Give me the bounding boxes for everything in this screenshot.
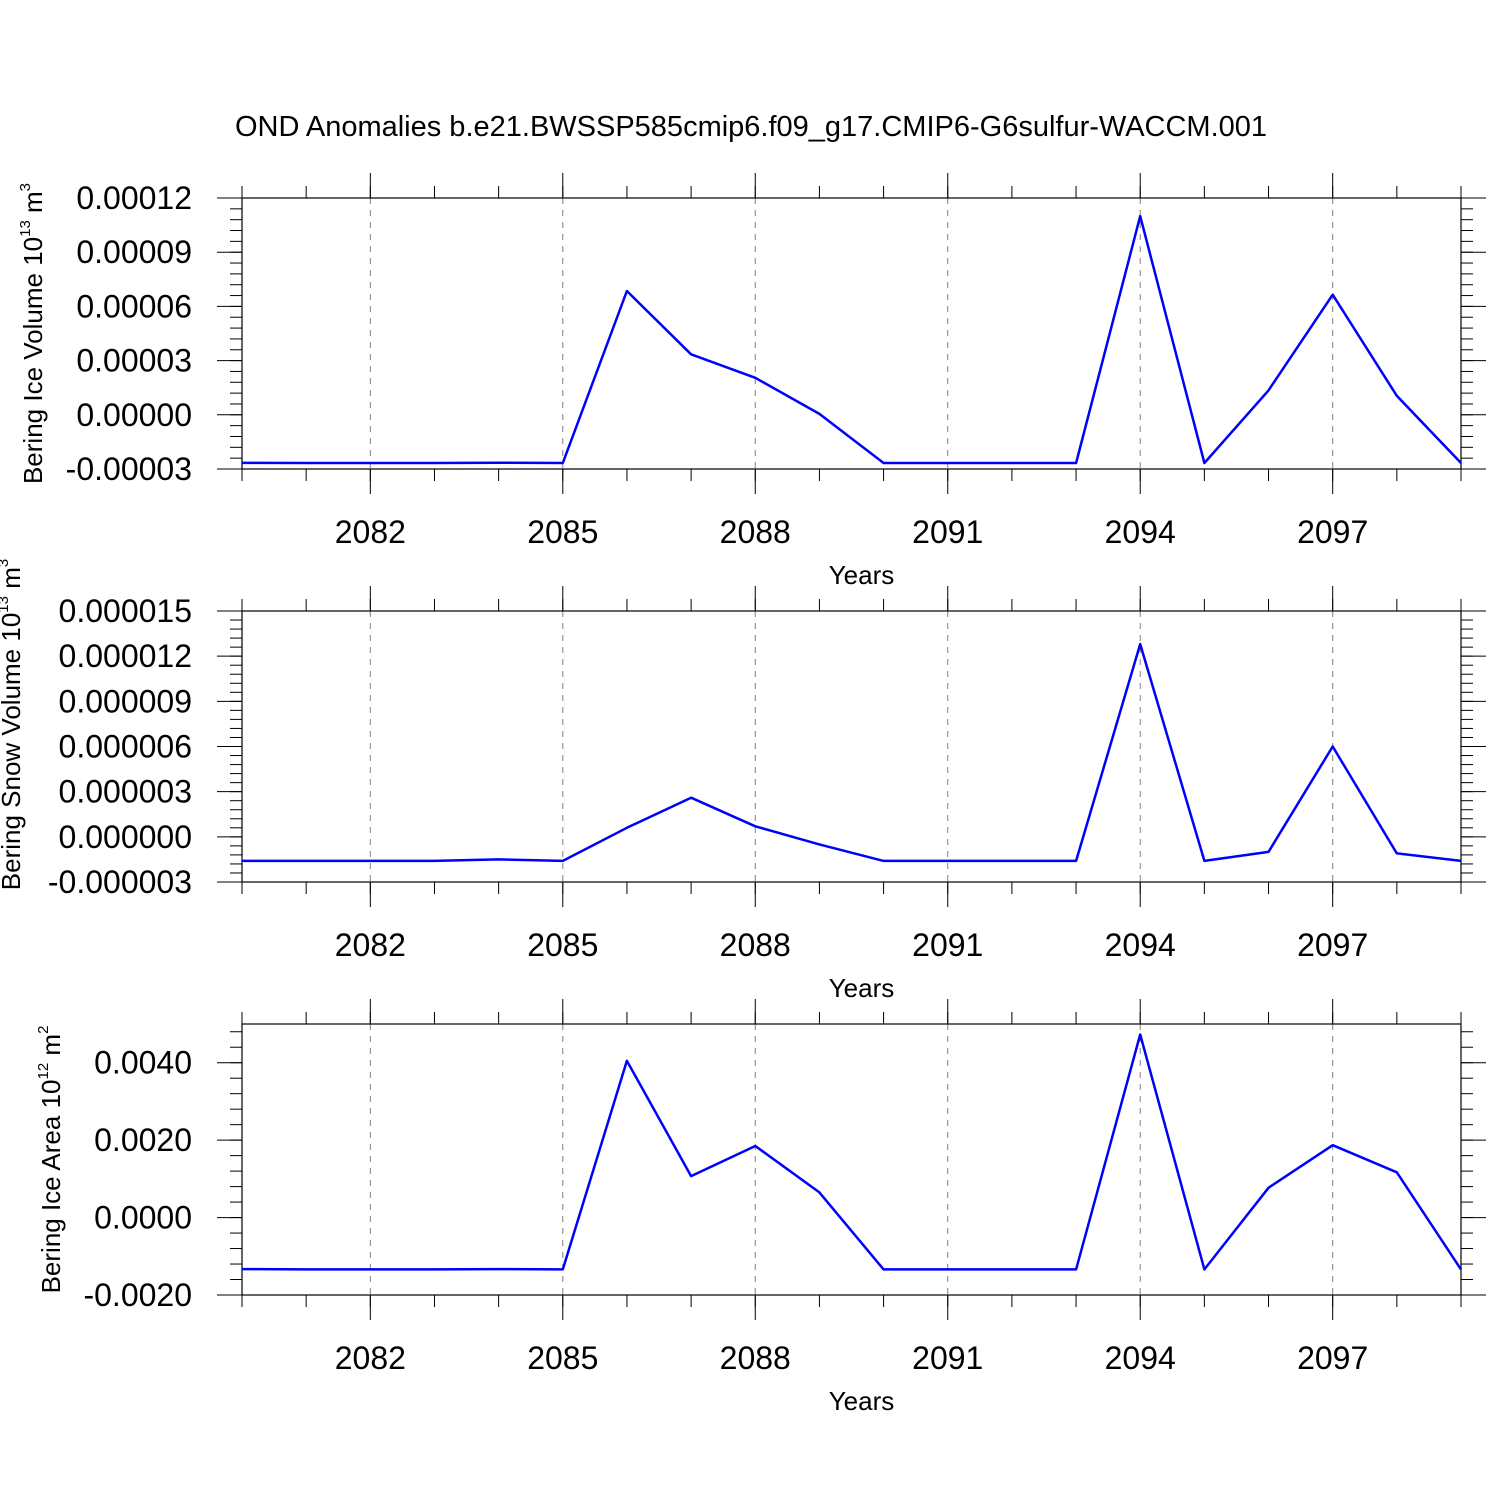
x-axis-label: Years (829, 973, 895, 1003)
x-tick-label: 2082 (335, 1340, 406, 1376)
y-tick-label: 0.000015 (59, 593, 192, 629)
x-axis-label: Years (829, 560, 895, 590)
x-tick-label: 2082 (335, 927, 406, 963)
y-tick-label: 0.0000 (94, 1200, 192, 1236)
y-axis-label: Bering Ice Area 1012 m2 (35, 1026, 66, 1294)
x-tick-label: 2094 (1105, 514, 1176, 550)
x-tick-label: 2091 (912, 514, 983, 550)
y-tick-label: -0.00003 (66, 451, 192, 487)
x-tick-label: 2091 (912, 927, 983, 963)
y-axis-label: Bering Ice Volume 1013 m3 (17, 183, 48, 484)
panel-2: 2082 2085 2088 2091 2094 2097 -0.000003 0.00000… (0, 559, 1486, 1003)
y-tick-label: 0.00000 (76, 397, 192, 433)
x-tick-label: 2085 (527, 514, 598, 550)
x-tick-label: 2085 (527, 927, 598, 963)
x-tick-label: 2091 (912, 1340, 983, 1376)
x-tick-label: 2082 (335, 514, 406, 550)
x-tick-label: 2085 (527, 1340, 598, 1376)
y-tick-label: 0.00012 (76, 180, 192, 216)
series-line (241, 1033, 1463, 1271)
x-tick-label: 2094 (1105, 1340, 1176, 1376)
x-axis-label: Years (829, 1386, 895, 1416)
x-tick-label: 2097 (1297, 514, 1368, 550)
y-tick-label: 0.000006 (59, 729, 192, 765)
y-tick-label: 0.000009 (59, 683, 192, 719)
y-tick-label: 0.0040 (94, 1045, 192, 1081)
y-tick-label: 0.000012 (59, 638, 192, 674)
plot-frame (241, 610, 1462, 883)
y-tick-label: 0.00009 (76, 234, 192, 270)
x-tick-label: 2088 (720, 514, 791, 550)
y-axis-label: Bering Snow Volume 1013 m3 (0, 559, 26, 890)
series-line (241, 214, 1462, 465)
panel-1: 2082 2085 2088 2091 2094 2097 -0.00003 0.00000 0… (17, 173, 1486, 590)
y-tick-label: 0.00006 (76, 288, 192, 324)
x-tick-label: 2088 (720, 927, 791, 963)
chart-title: OND Anomalies b.e21.BWSSP585cmip6.f09_g1… (235, 111, 1267, 143)
x-tick-label: 2097 (1297, 1340, 1368, 1376)
x-tick-label: 2094 (1105, 927, 1176, 963)
plot-frame (241, 1023, 1462, 1296)
y-tick-label: 0.00003 (76, 343, 192, 379)
plot-frame (241, 197, 1462, 470)
y-tick-label: -0.0020 (83, 1277, 192, 1313)
y-tick-label: 0.000000 (59, 819, 192, 855)
x-tick-label: 2097 (1297, 927, 1368, 963)
y-tick-label: 0.000003 (59, 774, 192, 810)
series-line (242, 642, 1462, 863)
y-tick-label: 0.0020 (94, 1122, 192, 1158)
panel-3: 2082 2085 2088 2091 2094 2097 -0.0020 0.0000 0.0… (35, 999, 1486, 1416)
x-tick-label: 2088 (720, 1340, 791, 1376)
y-tick-label: -0.000003 (48, 864, 192, 900)
